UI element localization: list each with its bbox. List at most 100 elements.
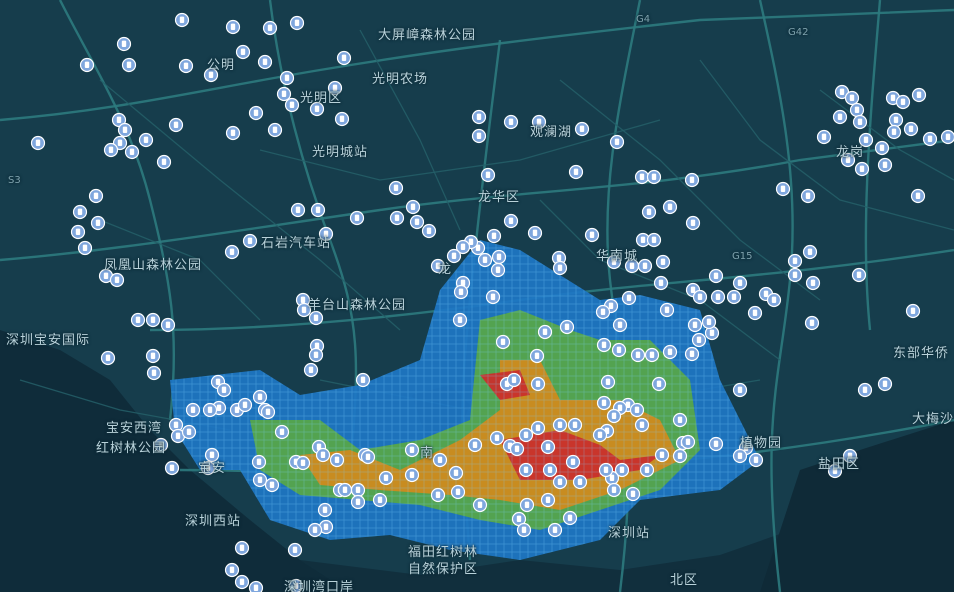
station-marker[interactable] xyxy=(710,289,726,305)
station-marker[interactable] xyxy=(519,497,535,513)
station-marker[interactable] xyxy=(350,494,366,510)
station-marker[interactable] xyxy=(467,437,483,453)
station-marker[interactable] xyxy=(634,417,650,433)
station-marker[interactable] xyxy=(495,334,511,350)
station-marker[interactable] xyxy=(653,275,669,291)
station-marker[interactable] xyxy=(309,101,325,117)
station-marker[interactable] xyxy=(691,332,707,348)
station-marker[interactable] xyxy=(922,131,938,147)
station-marker[interactable] xyxy=(612,317,628,333)
station-marker[interactable] xyxy=(787,253,803,269)
station-marker[interactable] xyxy=(178,58,194,74)
station-marker[interactable] xyxy=(596,395,612,411)
station-marker[interactable] xyxy=(511,511,527,527)
station-marker[interactable] xyxy=(349,210,365,226)
station-marker[interactable] xyxy=(355,372,371,388)
station-marker[interactable] xyxy=(30,135,46,151)
station-marker[interactable] xyxy=(816,129,832,145)
station-marker[interactable] xyxy=(204,447,220,463)
station-marker[interactable] xyxy=(446,248,462,264)
station-marker[interactable] xyxy=(834,84,850,100)
station-marker[interactable] xyxy=(708,268,724,284)
station-marker[interactable] xyxy=(732,382,748,398)
station-marker[interactable] xyxy=(327,80,343,96)
station-marker[interactable] xyxy=(242,233,258,249)
station-marker[interactable] xyxy=(910,188,926,204)
station-marker[interactable] xyxy=(216,382,232,398)
station-marker[interactable] xyxy=(805,275,821,291)
station-marker[interactable] xyxy=(732,448,748,464)
station-marker[interactable] xyxy=(485,289,501,305)
station-marker[interactable] xyxy=(606,408,622,424)
station-marker[interactable] xyxy=(584,227,600,243)
station-marker[interactable] xyxy=(477,252,493,268)
station-marker[interactable] xyxy=(307,522,323,538)
station-marker[interactable] xyxy=(486,228,502,244)
station-marker[interactable] xyxy=(303,362,319,378)
station-marker[interactable] xyxy=(448,465,464,481)
station-marker[interactable] xyxy=(453,284,469,300)
station-marker[interactable] xyxy=(574,121,590,137)
station-marker[interactable] xyxy=(600,374,616,390)
station-marker[interactable] xyxy=(547,522,563,538)
station-marker[interactable] xyxy=(200,460,216,476)
station-marker[interactable] xyxy=(530,420,546,436)
station-marker[interactable] xyxy=(708,436,724,452)
station-marker[interactable] xyxy=(766,292,782,308)
station-marker[interactable] xyxy=(90,215,106,231)
station-marker[interactable] xyxy=(318,519,334,535)
station-marker[interactable] xyxy=(138,132,154,148)
station-marker[interactable] xyxy=(225,19,241,35)
station-marker[interactable] xyxy=(537,324,553,340)
station-marker[interactable] xyxy=(432,452,448,468)
station-marker[interactable] xyxy=(389,210,405,226)
station-marker[interactable] xyxy=(264,477,280,493)
station-marker[interactable] xyxy=(252,389,268,405)
station-marker[interactable] xyxy=(687,317,703,333)
station-marker[interactable] xyxy=(747,305,763,321)
station-marker[interactable] xyxy=(409,214,425,230)
station-marker[interactable] xyxy=(775,181,791,197)
station-marker[interactable] xyxy=(480,167,496,183)
station-marker[interactable] xyxy=(542,462,558,478)
station-marker[interactable] xyxy=(168,117,184,133)
station-marker[interactable] xyxy=(595,304,611,320)
station-marker[interactable] xyxy=(680,434,696,450)
station-marker[interactable] xyxy=(336,50,352,66)
station-marker[interactable] xyxy=(596,337,612,353)
station-marker[interactable] xyxy=(509,441,525,457)
station-marker[interactable] xyxy=(471,128,487,144)
station-marker[interactable] xyxy=(858,132,874,148)
station-marker[interactable] xyxy=(634,169,650,185)
station-marker[interactable] xyxy=(685,215,701,231)
station-marker[interactable] xyxy=(641,204,657,220)
station-marker[interactable] xyxy=(117,122,133,138)
station-marker[interactable] xyxy=(471,109,487,125)
station-marker[interactable] xyxy=(404,442,420,458)
station-marker[interactable] xyxy=(181,424,197,440)
station-marker[interactable] xyxy=(225,125,241,141)
station-marker[interactable] xyxy=(72,204,88,220)
station-marker[interactable] xyxy=(852,114,868,130)
station-marker[interactable] xyxy=(98,268,114,284)
station-marker[interactable] xyxy=(614,462,630,478)
station-marker[interactable] xyxy=(202,402,218,418)
station-marker[interactable] xyxy=(802,244,818,260)
station-marker[interactable] xyxy=(851,267,867,283)
station-marker[interactable] xyxy=(540,439,556,455)
station-marker[interactable] xyxy=(360,449,376,465)
station-marker[interactable] xyxy=(646,169,662,185)
station-marker[interactable] xyxy=(334,111,350,127)
station-marker[interactable] xyxy=(639,462,655,478)
station-marker[interactable] xyxy=(888,112,904,128)
station-marker[interactable] xyxy=(153,437,169,453)
station-marker[interactable] xyxy=(295,455,311,471)
station-marker[interactable] xyxy=(279,70,295,86)
station-marker[interactable] xyxy=(540,492,556,508)
station-marker[interactable] xyxy=(430,487,446,503)
station-marker[interactable] xyxy=(598,462,614,478)
station-marker[interactable] xyxy=(684,172,700,188)
station-marker[interactable] xyxy=(350,482,366,498)
station-marker[interactable] xyxy=(388,180,404,196)
station-marker[interactable] xyxy=(672,412,688,428)
